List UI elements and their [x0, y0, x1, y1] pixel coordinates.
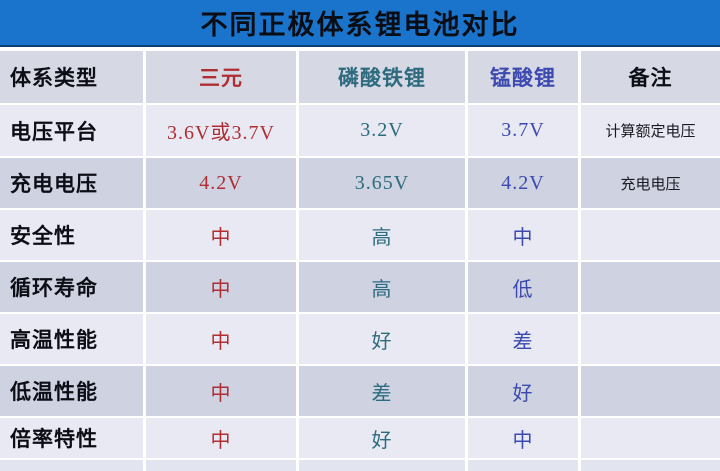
column-header-ternary: 三元: [146, 51, 296, 103]
page-title: 不同正极体系锂电池对比: [200, 10, 520, 40]
value-cell: 中: [146, 366, 296, 416]
note-cell: [581, 366, 720, 416]
value-cell: 3.2V: [299, 105, 465, 156]
empty-cell: [146, 460, 296, 471]
table-row-voltage-platform: 电压平台 3.6V或3.7V 3.2V 3.7V 计算额定电压: [0, 105, 720, 156]
value-cell: 中: [146, 210, 296, 260]
empty-cell: [581, 460, 720, 471]
value-cell: 中: [146, 418, 296, 458]
row-label: 低温性能: [0, 366, 143, 416]
value-cell: 中: [146, 262, 296, 312]
table-row-charge-voltage: 充电电压 4.2V 3.65V 4.2V 充电电压: [0, 158, 720, 208]
value-cell: 差: [299, 366, 465, 416]
note-cell: 计算额定电压: [581, 105, 720, 156]
value-cell: 高: [299, 262, 465, 312]
row-label: 电压平台: [0, 105, 143, 156]
value-cell: 低: [468, 262, 578, 312]
value-cell: 3.7V: [468, 105, 578, 156]
note-cell: [581, 262, 720, 312]
row-label: 安全性: [0, 210, 143, 260]
clipped-bottom-row: [0, 460, 720, 471]
row-label: 倍率特性: [0, 418, 143, 458]
value-cell: 好: [468, 366, 578, 416]
note-cell: [581, 314, 720, 364]
value-cell: 差: [468, 314, 578, 364]
column-header-remarks: 备注: [581, 51, 720, 103]
row-label: 充电电压: [0, 158, 143, 208]
value-cell: 高: [299, 210, 465, 260]
value-cell: 好: [299, 314, 465, 364]
column-header-system-type: 体系类型: [0, 51, 143, 103]
value-cell: 4.2V: [146, 158, 296, 208]
column-header-lmo: 锰酸锂: [468, 51, 578, 103]
value-cell: 3.6V或3.7V: [146, 105, 296, 156]
table-row-low-temp: 低温性能 中 差 好: [0, 366, 720, 416]
table-row-high-temp: 高温性能 中 好 差: [0, 314, 720, 364]
value-cell: 3.65V: [299, 158, 465, 208]
table-row-cycle-life: 循环寿命 中 高 低: [0, 262, 720, 312]
title-banner: 不同正极体系锂电池对比: [0, 0, 720, 47]
note-cell: [581, 418, 720, 458]
empty-cell: [299, 460, 465, 471]
value-cell: 4.2V: [468, 158, 578, 208]
table-row-rate-capability: 倍率特性 中 好 中: [0, 418, 720, 458]
note-cell: [581, 210, 720, 260]
empty-cell: [0, 460, 143, 471]
battery-comparison-table: 体系类型 三元 磷酸铁锂 锰酸锂 备注 电压平台 3.6V或3.7V 3.2V …: [0, 51, 720, 471]
row-label: 高温性能: [0, 314, 143, 364]
empty-cell: [468, 460, 578, 471]
value-cell: 中: [146, 314, 296, 364]
value-cell: 好: [299, 418, 465, 458]
row-label: 循环寿命: [0, 262, 143, 312]
column-header-lfp: 磷酸铁锂: [299, 51, 465, 103]
value-cell: 中: [468, 210, 578, 260]
header-row: 体系类型 三元 磷酸铁锂 锰酸锂 备注: [0, 51, 720, 103]
table-row-safety: 安全性 中 高 中: [0, 210, 720, 260]
note-cell: 充电电压: [581, 158, 720, 208]
value-cell: 中: [468, 418, 578, 458]
